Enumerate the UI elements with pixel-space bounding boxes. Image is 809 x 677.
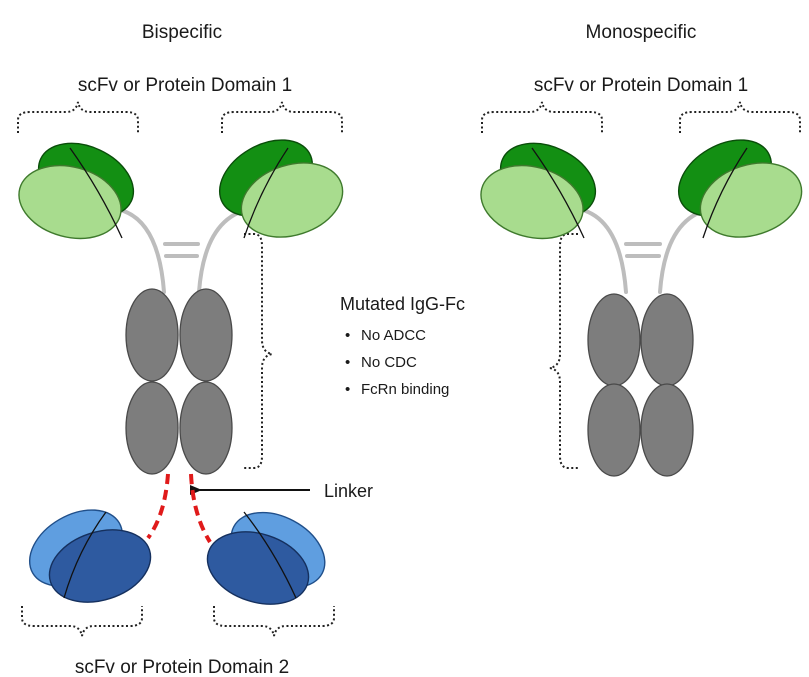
- brace-top-right-b: [679, 101, 801, 133]
- scfv-domain1-right: [218, 139, 344, 239]
- vl-domain: [480, 164, 584, 240]
- vl-domain: [240, 162, 344, 238]
- fc-ch2-right: [179, 288, 233, 382]
- vl-domain: [699, 162, 803, 238]
- linker-label: Linker: [324, 481, 373, 501]
- monospecific-domain1-label: scFv or Protein Domain 1: [534, 75, 748, 96]
- brace-bottom-a: [21, 606, 143, 637]
- domain-interface: [243, 511, 297, 599]
- linker-left: [146, 473, 170, 540]
- domain-interface: [63, 511, 107, 599]
- bullet-dot: •: [345, 354, 350, 371]
- brace-fc-monospecific: [549, 233, 578, 469]
- fc-ch3-left: [587, 383, 641, 477]
- scfv-domain1-left: [18, 142, 135, 240]
- fc-ch2-left: [125, 288, 179, 382]
- fc-ch3-left: [125, 381, 179, 475]
- brace-top-left-b: [221, 101, 343, 133]
- fc-annotation-heading: Mutated IgG-Fc: [340, 294, 465, 314]
- fc-ch3-right: [179, 381, 233, 475]
- domain-interface: [531, 147, 585, 239]
- vh-domain: [206, 531, 310, 605]
- fc-ch2-right: [640, 293, 694, 387]
- scfv-domain2-left: [28, 509, 152, 603]
- domain-interface: [69, 147, 123, 239]
- vh-domain: [48, 529, 152, 603]
- bullet-dot: •: [345, 381, 350, 398]
- monospecific-antibody: [480, 139, 803, 477]
- bullet-fcrn-binding: FcRn binding: [361, 381, 449, 398]
- bispecific-title: Bispecific: [142, 22, 222, 43]
- fc-annotation-bullets: • No ADCC • No CDC • FcRn binding: [345, 327, 449, 398]
- linker-right: [189, 473, 212, 544]
- brace-top-left-a: [17, 101, 139, 133]
- vl-domain: [18, 164, 122, 240]
- brace-bottom-b: [213, 606, 335, 637]
- bullet-no-adcc: No ADCC: [361, 327, 426, 344]
- monospecific-title: Monospecific: [586, 22, 697, 43]
- bullet-no-cdc: No CDC: [361, 354, 417, 371]
- fc-ch2-left: [587, 293, 641, 387]
- bispecific-domain1-label: scFv or Protein Domain 1: [78, 75, 292, 96]
- bispecific-domain2-label: scFv or Protein Domain 2: [75, 657, 289, 677]
- scfv-domain1-left: [480, 142, 597, 240]
- domain-interface: [702, 147, 748, 239]
- bispecific-antibody: [18, 139, 344, 605]
- scfv-domain1-right: [677, 139, 803, 239]
- scfv-domain2-right: [206, 511, 326, 605]
- fc-ch3-right: [640, 383, 694, 477]
- domain-interface: [243, 147, 289, 239]
- brace-top-right-a: [481, 101, 603, 133]
- bullet-dot: •: [345, 327, 350, 344]
- brace-fc-bispecific: [244, 233, 273, 469]
